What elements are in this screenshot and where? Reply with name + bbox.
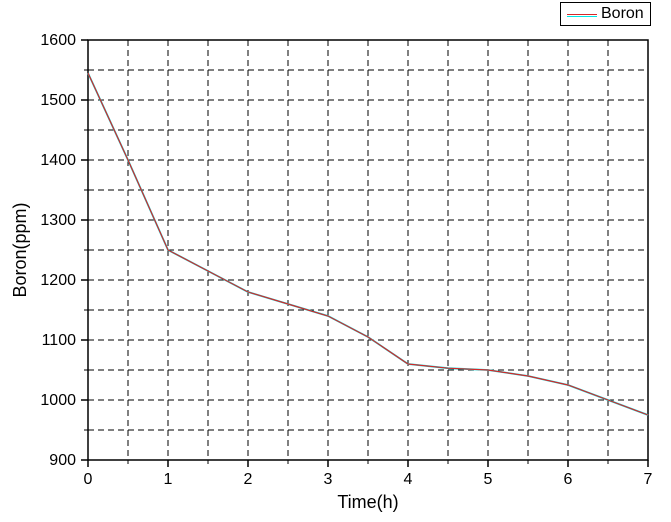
x-axis-label: Time(h) — [337, 492, 398, 512]
line-chart: 0 1 2 3 4 5 6 7 900 1000 1100 1200 1300 1400 1500 1600… — [0, 0, 671, 522]
y-tick-label: 1500 — [40, 92, 76, 109]
x-tick-label: 5 — [484, 471, 493, 488]
x-tick-label: 4 — [404, 471, 413, 488]
y-tick-label: 1200 — [40, 272, 76, 289]
y-tick-labels: 900 1000 1100 1200 1300 1400 1500 1600 — [40, 32, 76, 469]
x-tick-labels: 0 1 2 3 4 5 6 7 — [84, 471, 653, 488]
y-tick-label: 1000 — [40, 392, 76, 409]
y-tick-label: 900 — [49, 452, 76, 469]
x-tick-label: 3 — [324, 471, 333, 488]
chart-container: Boron 0 1 2 3 4 5 6 7 900 1000 1100 1200 1300 1400 15… — [0, 0, 671, 522]
grid-minor — [88, 40, 648, 460]
x-tick-label: 2 — [244, 471, 253, 488]
x-tick-label: 1 — [164, 471, 173, 488]
y-tick-label: 1300 — [40, 212, 76, 229]
x-tick-label: 7 — [644, 471, 653, 488]
y-tick-label: 1600 — [40, 32, 76, 49]
x-tick-label: 0 — [84, 471, 93, 488]
y-axis-label: Boron(ppm) — [10, 202, 30, 297]
y-tick-label: 1100 — [42, 332, 77, 349]
x-tick-label: 6 — [564, 471, 573, 488]
legend-swatch — [567, 14, 597, 15]
y-tick-label: 1400 — [40, 152, 76, 169]
legend: Boron — [560, 2, 651, 26]
ticks — [81, 40, 648, 467]
legend-label: Boron — [601, 5, 644, 23]
